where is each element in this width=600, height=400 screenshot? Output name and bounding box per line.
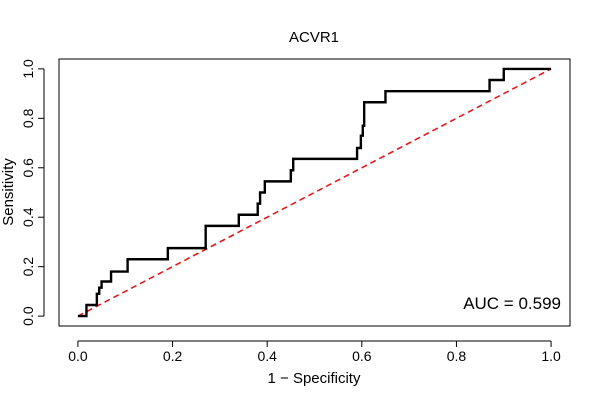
- y-tick-label: 0.0: [20, 306, 36, 326]
- y-tick-label: 0.4: [20, 207, 36, 227]
- series-layer: [77, 67, 552, 318]
- x-tick-label: 0.2: [163, 348, 183, 364]
- y-tick-label: 1.0: [20, 59, 36, 79]
- y-axis: 0.0 0.2 0.4 0.6 0.8 1.0: [20, 59, 45, 326]
- x-axis-label: 1 − Specificity: [268, 370, 361, 387]
- x-tick-label: 0.4: [257, 348, 277, 364]
- y-tick-label: 0.2: [20, 257, 36, 277]
- y-tick-label: 0.8: [20, 108, 36, 128]
- x-tick-label: 0.8: [447, 348, 467, 364]
- x-tick-label: 0.6: [352, 348, 372, 364]
- y-tick-label: 0.6: [20, 158, 36, 178]
- plot-frame: [58, 58, 571, 327]
- x-tick-label: 1.0: [541, 348, 561, 364]
- reference-diagonal-line: [77, 68, 552, 317]
- x-tick-label: 0.0: [68, 348, 88, 364]
- y-axis-label: Sensitivity: [0, 158, 17, 226]
- chart-title: ACVR1: [289, 29, 339, 46]
- roc-curve-line: [77, 67, 552, 318]
- auc-annotation: AUC = 0.599: [463, 294, 561, 313]
- x-axis: 0.0 0.2 0.4 0.6 0.8 1.0: [68, 340, 561, 364]
